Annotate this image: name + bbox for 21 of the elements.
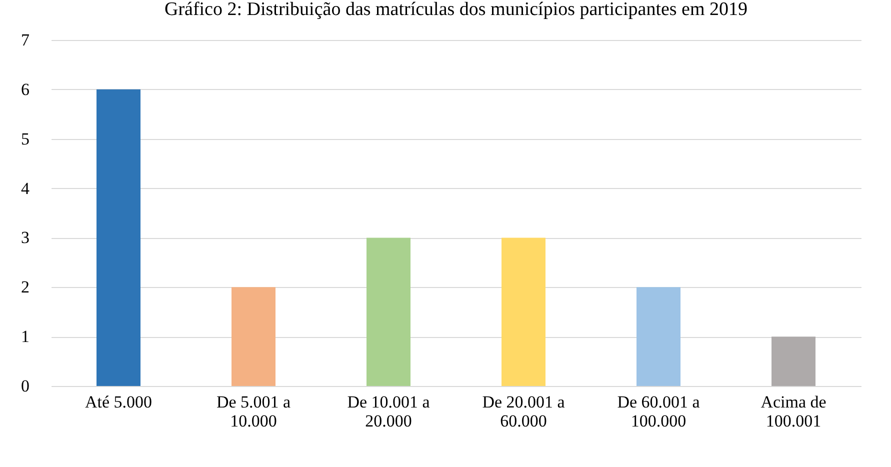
y-tick-label: 2 — [21, 278, 30, 297]
x-tick-label: De 60.001 a 100.000 — [617, 392, 700, 430]
x-tick-label: Até 5.000 — [84, 392, 152, 412]
y-tick-label: 0 — [21, 376, 30, 396]
y-tick-label: 6 — [21, 80, 30, 99]
bar — [366, 238, 410, 386]
bar — [502, 238, 546, 386]
chart-title: Gráfico 2: Distribuição das matrículas dos municípios participantes em 2019 — [164, 0, 748, 20]
bar — [636, 287, 680, 386]
x-tick-label: De 20.001 a 60.000 — [482, 392, 566, 430]
bar — [232, 287, 276, 386]
x-tick-label: De 10.001 a 20.000 — [347, 392, 430, 430]
x-tick-label: De 5.001 a 10.000 — [216, 392, 292, 430]
y-tick-label: 3 — [21, 228, 30, 248]
y-tick-label: 4 — [21, 178, 30, 198]
y-tick-label: 1 — [21, 327, 30, 346]
bar — [96, 89, 140, 386]
x-tick-label: Acima de 100.001 — [760, 392, 826, 430]
bar — [772, 336, 816, 386]
y-tick-label: 7 — [21, 30, 30, 50]
y-tick-label: 5 — [21, 129, 30, 148]
